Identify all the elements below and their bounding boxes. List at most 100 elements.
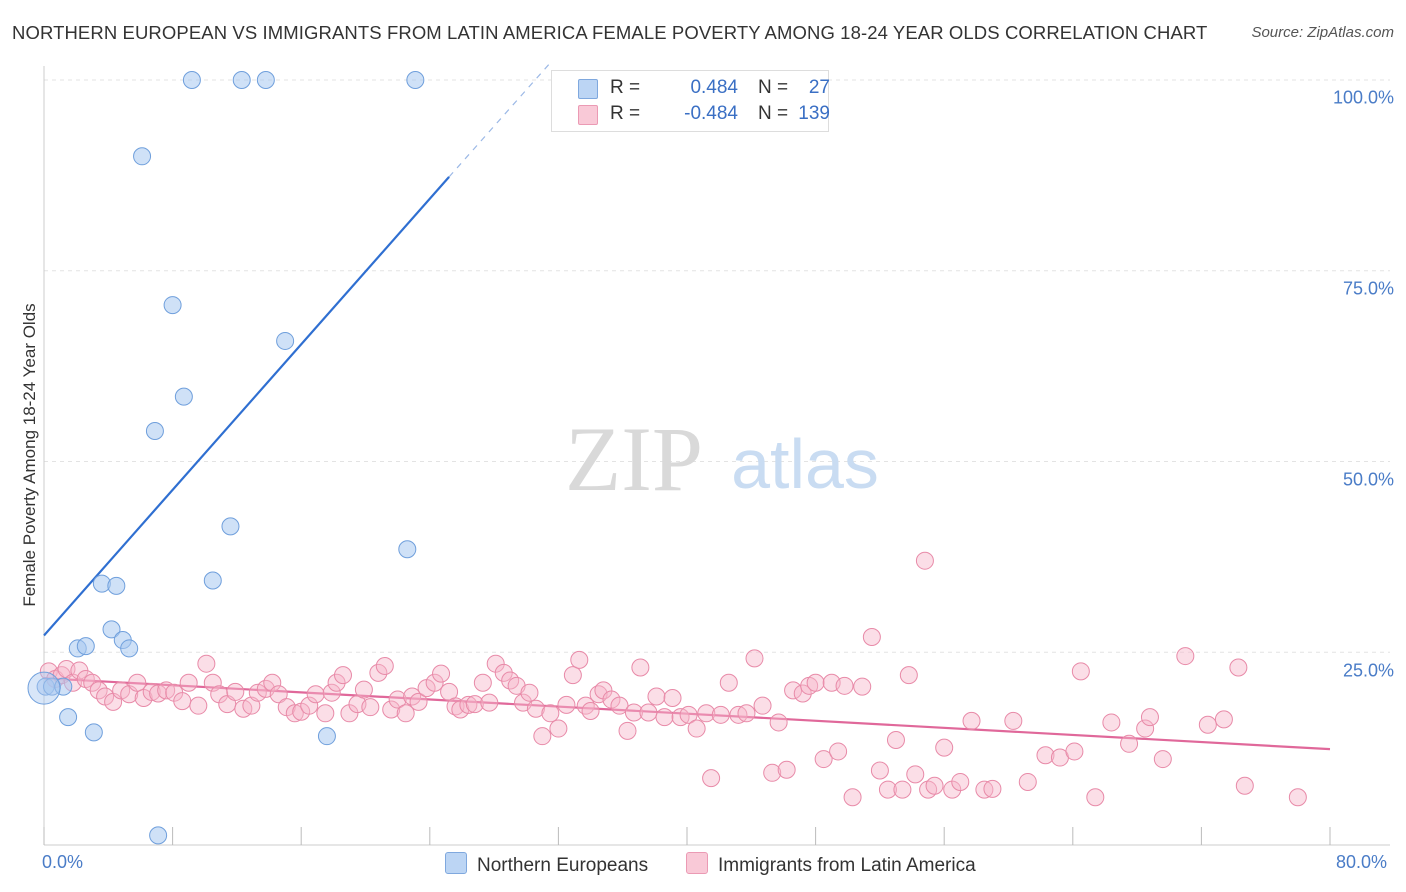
point-latin-america (610, 696, 629, 715)
point-latin-america (870, 761, 889, 780)
point-latin-america (432, 664, 451, 683)
point-latin-america (663, 689, 682, 708)
point-latin-america (1018, 772, 1037, 791)
point-latin-america (300, 696, 319, 715)
point-latin-america (285, 704, 304, 723)
legend-r-value: 0.484 (690, 77, 738, 98)
legend-swatch-blue (445, 852, 467, 874)
point-latin-america (915, 551, 934, 570)
point-latin-america (687, 719, 706, 738)
point-northern-european (398, 540, 417, 559)
point-latin-america (557, 695, 576, 714)
trend-line-northern-european-extension (448, 60, 553, 178)
point-latin-america (179, 673, 198, 692)
point-latin-america (203, 673, 222, 692)
point-northern-european (256, 71, 275, 89)
legend-item-immigrants-latin-america: Immigrants from Latin America (686, 852, 976, 877)
point-latin-america (702, 769, 721, 788)
point-latin-america (711, 705, 730, 724)
point-latin-america (1065, 742, 1084, 761)
correlation-legend: R = 0.484 N = 27 R = -0.484 N = 139 (551, 70, 830, 132)
point-latin-america (459, 695, 478, 714)
point-latin-america (951, 772, 970, 791)
y-tick-label: 100.0% (1332, 87, 1394, 108)
point-latin-america (814, 750, 833, 769)
legend-n-value: 139 (798, 103, 830, 124)
legend-swatch-pink (686, 852, 708, 874)
point-latin-america (1288, 788, 1307, 807)
point-latin-america (1136, 719, 1155, 738)
point-latin-america (853, 677, 872, 696)
point-northern-european (76, 637, 95, 656)
point-latin-america (520, 683, 539, 702)
point-latin-america (269, 685, 288, 704)
gridlines (44, 79, 1390, 653)
point-latin-america (494, 663, 513, 682)
point-latin-america (777, 760, 796, 779)
point-latin-america (83, 673, 102, 692)
point-latin-america (327, 673, 346, 692)
point-latin-america (388, 690, 407, 709)
point-latin-america (189, 696, 208, 715)
point-latin-america (409, 692, 428, 711)
point-latin-america (1086, 788, 1105, 807)
point-latin-america (878, 780, 897, 799)
point-latin-america (128, 673, 147, 692)
point-latin-america (962, 711, 981, 730)
point-latin-america (1120, 734, 1139, 753)
point-latin-america (862, 627, 881, 646)
point-latin-america (829, 742, 848, 761)
watermark: ZIP atlas (565, 408, 879, 510)
point-latin-america (1004, 711, 1023, 730)
point-latin-america (480, 693, 499, 712)
point-latin-america (631, 658, 650, 677)
point-northern-european (145, 421, 164, 440)
point-latin-america (581, 702, 600, 721)
point-latin-america (697, 704, 716, 723)
point-northern-european-large (27, 671, 61, 705)
legend-n-label: N = (758, 103, 789, 124)
watermark-zip: ZIP (565, 408, 703, 510)
point-latin-america (793, 684, 812, 703)
legend-n-value: 27 (808, 77, 830, 98)
watermark-atlas: atlas (731, 425, 879, 503)
point-northern-european (133, 147, 152, 166)
point-latin-america (806, 673, 825, 692)
point-latin-america (1198, 715, 1217, 734)
point-latin-america (843, 788, 862, 807)
point-northern-european (232, 71, 251, 89)
point-latin-america (354, 680, 373, 699)
point-northern-european (107, 576, 126, 595)
point-latin-america (541, 704, 560, 723)
point-latin-america (769, 713, 788, 732)
point-latin-america (737, 704, 756, 723)
legend-swatch-pink (578, 105, 598, 125)
point-latin-america (197, 654, 216, 673)
legend-n-label: N = (758, 77, 789, 98)
point-northern-european (406, 71, 425, 89)
point-latin-america (655, 708, 674, 727)
point-northern-european (84, 723, 103, 742)
point-latin-america (647, 687, 666, 706)
y-axis-label: Female Poverty Among 18-24 Year Olds (20, 303, 39, 607)
y-tick-label: 50.0% (1342, 469, 1394, 490)
point-latin-america (624, 703, 643, 722)
point-latin-america (465, 695, 484, 714)
point-northern-european (174, 387, 193, 406)
point-latin-america (935, 738, 954, 757)
point-latin-america (1036, 746, 1055, 765)
point-latin-america (226, 682, 245, 701)
trend-lines (43, 60, 1331, 751)
point-latin-america (1176, 647, 1195, 666)
y-tick-label: 25.0% (1342, 660, 1394, 681)
point-latin-america (563, 666, 582, 685)
point-latin-america (1214, 710, 1233, 729)
point-latin-america (396, 704, 415, 723)
point-latin-america (576, 696, 595, 715)
legend-item-northern-europeans: Northern Europeans (445, 852, 648, 877)
point-latin-america (526, 699, 545, 718)
x-tick-label-max: 80.0% (1336, 852, 1388, 872)
point-latin-america (361, 698, 380, 717)
point-latin-america (925, 776, 944, 795)
point-latin-america (375, 656, 394, 675)
